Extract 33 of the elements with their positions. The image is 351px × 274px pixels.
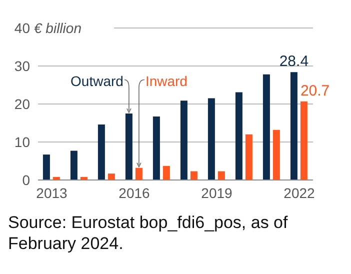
series-label: Outward xyxy=(70,72,124,89)
bar xyxy=(108,174,115,180)
bar xyxy=(162,166,170,180)
bar xyxy=(262,74,270,180)
source-note: Source: Eurostat bop_fdi6_pos, as of February 2024. xyxy=(8,212,289,254)
y-tick-label: 30 xyxy=(14,58,30,74)
bar xyxy=(152,116,160,180)
y-tick-label: 10 xyxy=(14,134,30,150)
y-tick-label: 20 xyxy=(14,96,30,112)
data-label: 20.7 xyxy=(300,82,330,100)
y-tick-label: 40 xyxy=(14,20,30,36)
bar xyxy=(42,154,50,180)
bar xyxy=(272,130,280,180)
bar xyxy=(135,168,142,180)
bar xyxy=(218,171,225,180)
bar xyxy=(245,134,252,180)
x-tick-label: 2022 xyxy=(284,184,316,201)
x-tick-label: 2019 xyxy=(201,184,233,201)
data-label: 28.4 xyxy=(279,53,309,70)
bar xyxy=(125,114,132,180)
x-tick-label: 2013 xyxy=(36,184,68,201)
bar xyxy=(190,171,198,180)
bar xyxy=(235,92,242,180)
bar xyxy=(180,100,188,180)
bar xyxy=(70,150,78,180)
bar xyxy=(98,124,105,180)
bar xyxy=(208,98,215,180)
bar xyxy=(300,101,308,180)
bar xyxy=(290,72,298,180)
y-tick-label: 0 xyxy=(22,172,30,188)
y-axis-title: € billion xyxy=(34,20,82,36)
text: Inward xyxy=(145,72,188,89)
x-tick-label: 2016 xyxy=(118,184,150,201)
